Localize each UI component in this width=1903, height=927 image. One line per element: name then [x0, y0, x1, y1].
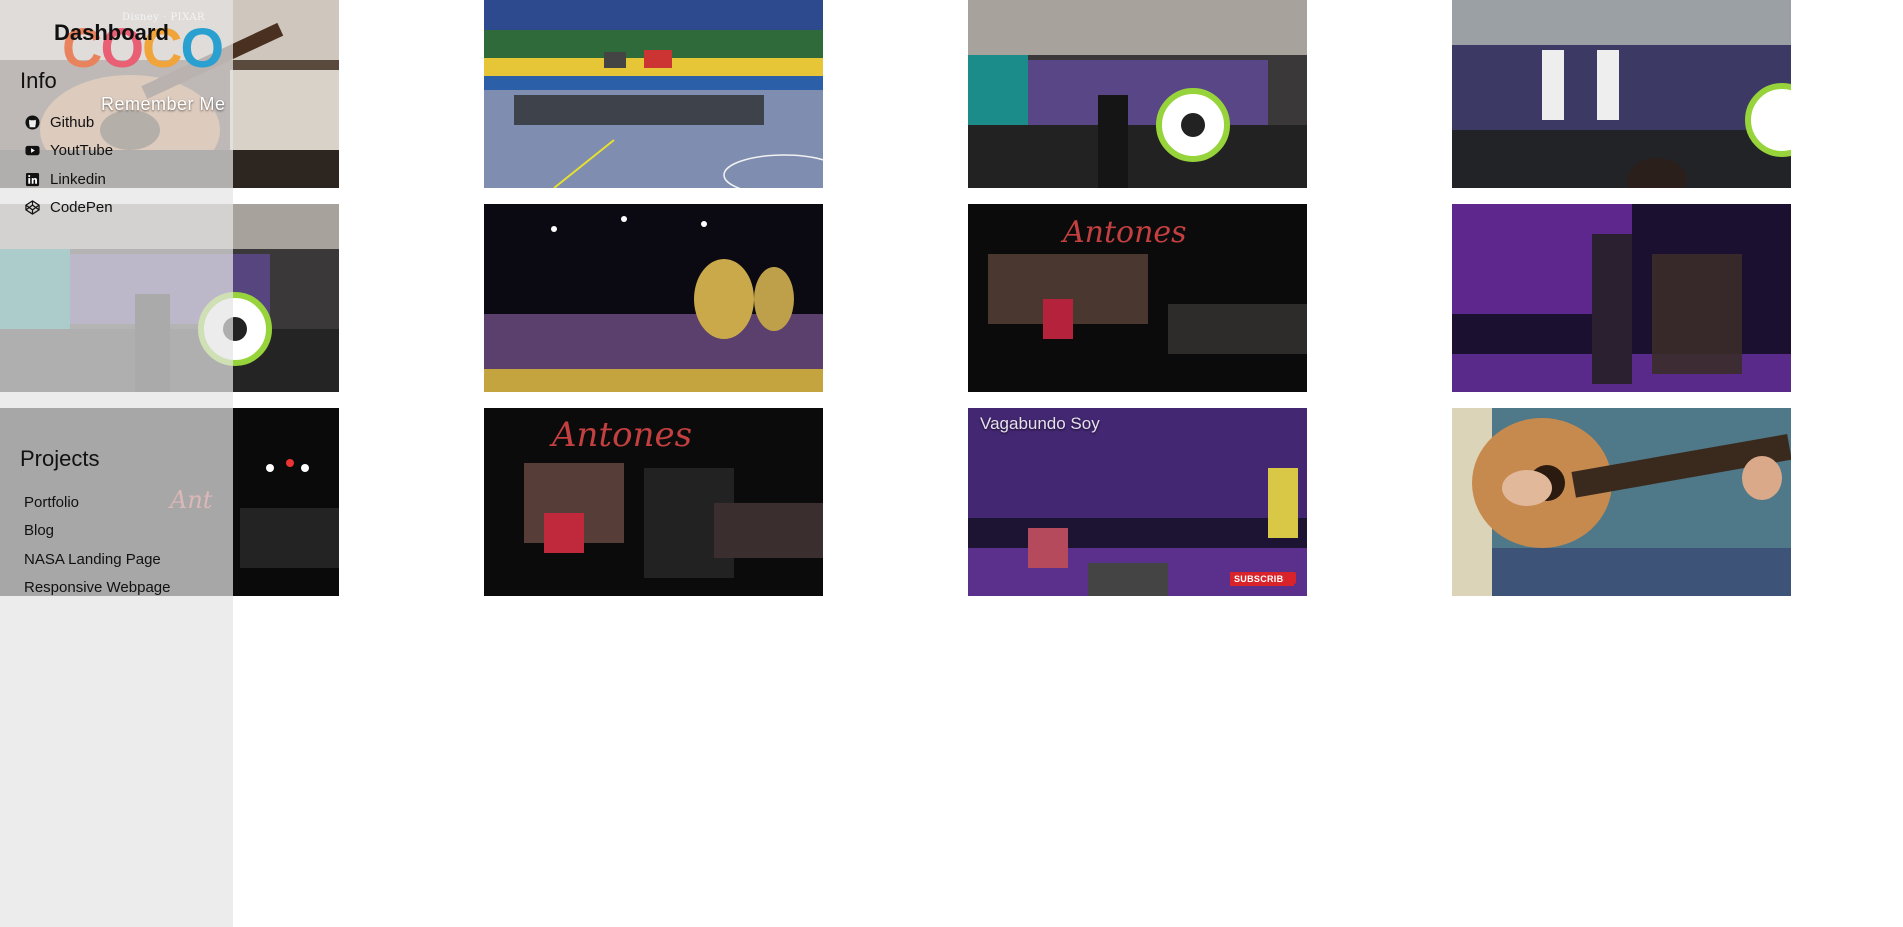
sidebar-item-codepen[interactable]: CodePen	[24, 194, 113, 223]
info-section-title: Info	[20, 68, 57, 93]
video-thumbnail-7[interactable]: Antones	[968, 204, 1307, 392]
bell-icon[interactable]	[1284, 572, 1296, 584]
svg-text:Antones: Antones	[549, 415, 692, 455]
logo-tagline: Remember Me	[101, 94, 226, 114]
sidebar-item-portfolio[interactable]: Portfolio	[24, 488, 170, 517]
sidebar-item-nasa-landing-page[interactable]: NASA Landing Page	[24, 545, 170, 574]
sidebar-item-label[interactable]: YoutTube	[50, 142, 114, 160]
video-thumbnail-12[interactable]	[1452, 408, 1791, 596]
sidebar: Disney · PIXAR COCO Dashboard Remember M…	[0, 0, 233, 927]
projects-links: Portfolio Blog NASA Landing Page Respons…	[24, 488, 170, 602]
sidebar-item-linkedin[interactable]: Linkedin	[24, 165, 113, 194]
coco-logo: Disney · PIXAR COCO	[62, 10, 272, 82]
sidebar-item-github[interactable]: Github	[24, 108, 113, 137]
sidebar-item-label[interactable]: Blog	[24, 522, 55, 540]
video-thumbnail-11[interactable]: Vagabundo Soy SUBSCRIBE	[968, 408, 1307, 596]
sidebar-item-label[interactable]: Linkedin	[50, 170, 106, 188]
video-thumbnail-8[interactable]	[1452, 204, 1791, 392]
codepen-icon	[24, 200, 40, 216]
sidebar-item-label[interactable]: NASA Landing Page	[24, 550, 161, 568]
subscribe-badge[interactable]: SUBSCRIBE	[1230, 572, 1294, 586]
projects-section-title: Projects	[20, 446, 100, 471]
sidebar-item-label[interactable]: CodePen	[50, 199, 113, 217]
sidebar-item-label[interactable]: Github	[50, 113, 95, 131]
logo-wordmark: COCO	[62, 16, 224, 79]
video-thumbnail-6[interactable]	[484, 204, 823, 392]
github-icon	[24, 114, 40, 130]
video-thumbnail-10[interactable]: Antones	[484, 408, 823, 596]
linkedin-icon	[24, 171, 40, 187]
sidebar-item-youtube[interactable]: YoutTube	[24, 137, 113, 166]
sidebar-item-responsive-webpage[interactable]: Responsive Webpage	[24, 574, 170, 603]
dashboard-title: Dashboard	[54, 20, 169, 45]
svg-text:Antones: Antones	[1060, 215, 1187, 250]
sidebar-item-blog[interactable]: Blog	[24, 517, 170, 546]
info-links: Github YoutTube Linkedin CodePen	[24, 108, 113, 222]
video-thumbnail-2[interactable]	[484, 0, 823, 188]
video-thumbnail-4[interactable]	[1452, 0, 1791, 188]
logo-brand: Disney · PIXAR	[122, 12, 206, 23]
video-grid: Antones Ant Antones	[0, 0, 1791, 596]
video-thumbnail-3[interactable]	[968, 0, 1307, 188]
sidebar-item-label[interactable]: Portfolio	[24, 493, 80, 511]
video-caption: Vagabundo Soy	[980, 414, 1100, 433]
youtube-icon	[24, 143, 40, 159]
sidebar-item-label[interactable]: Responsive Webpage	[24, 579, 171, 597]
sidebar-header: Disney · PIXAR COCO Dashboard Remember M…	[0, 0, 233, 120]
